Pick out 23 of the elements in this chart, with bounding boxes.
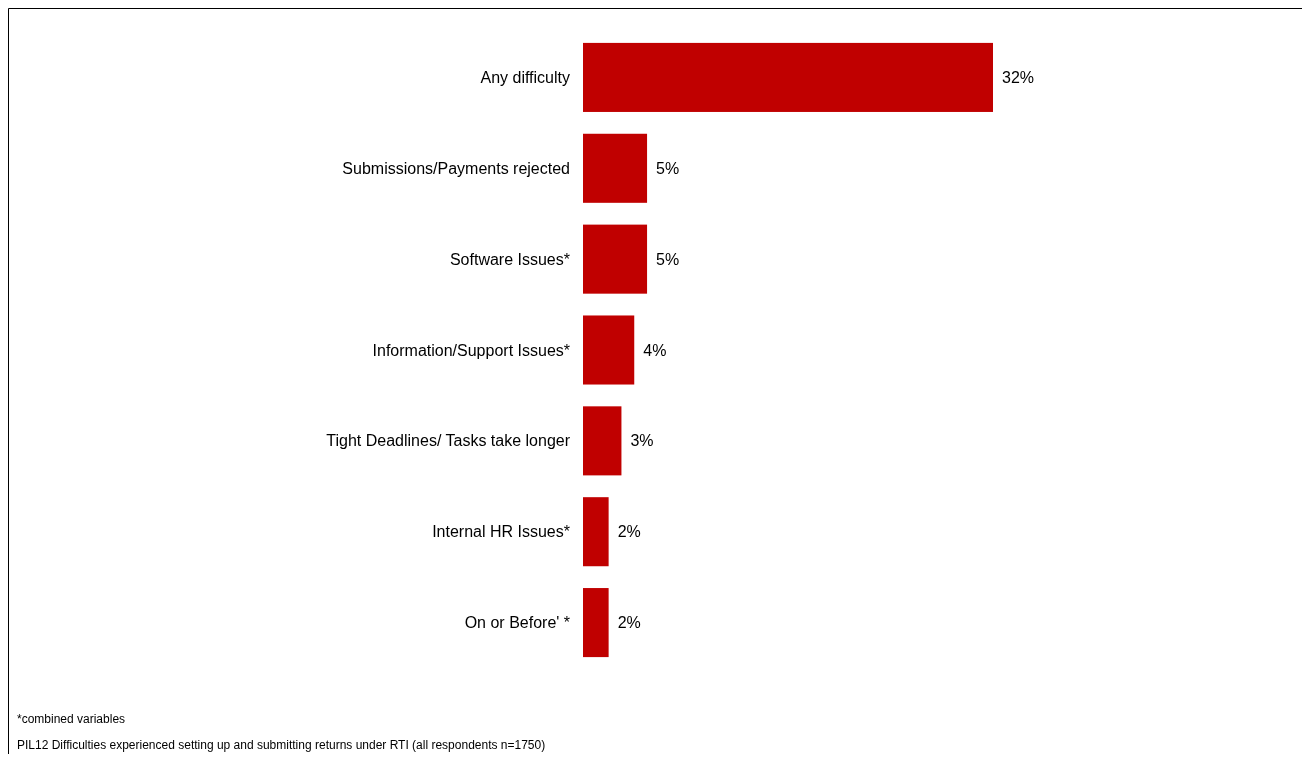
data-label: 3% (630, 432, 654, 450)
bar (583, 224, 648, 294)
data-label: 5% (656, 159, 680, 177)
data-label: 4% (643, 341, 667, 359)
text: PIL12 Difficulties experienced setting up and submitting returns under RTI (all respondents n=1750) (17, 738, 546, 752)
y-tick-label: Tight Deadlines/ Tasks take longer (326, 432, 571, 450)
y-tick-label: Submissions/Payments rejected (342, 159, 570, 177)
y-tick-label: Information/Support Issues* (372, 341, 570, 359)
bar (583, 133, 648, 203)
bar (583, 588, 609, 658)
bar (583, 406, 622, 476)
data-label: 2% (617, 614, 641, 632)
bar (583, 42, 993, 112)
data-label: 2% (617, 523, 641, 541)
bar (583, 315, 635, 385)
y-tick-label: Any difficulty (480, 69, 570, 87)
y-tick-label: On or Before' * (464, 614, 570, 632)
y-tick-label: Software Issues* (449, 250, 570, 268)
text: *combined variables (17, 712, 126, 726)
y-tick-label: Internal HR Issues* (432, 523, 570, 541)
data-label: 5% (656, 250, 680, 268)
bar (583, 497, 609, 567)
data-label: 32% (1002, 69, 1035, 87)
